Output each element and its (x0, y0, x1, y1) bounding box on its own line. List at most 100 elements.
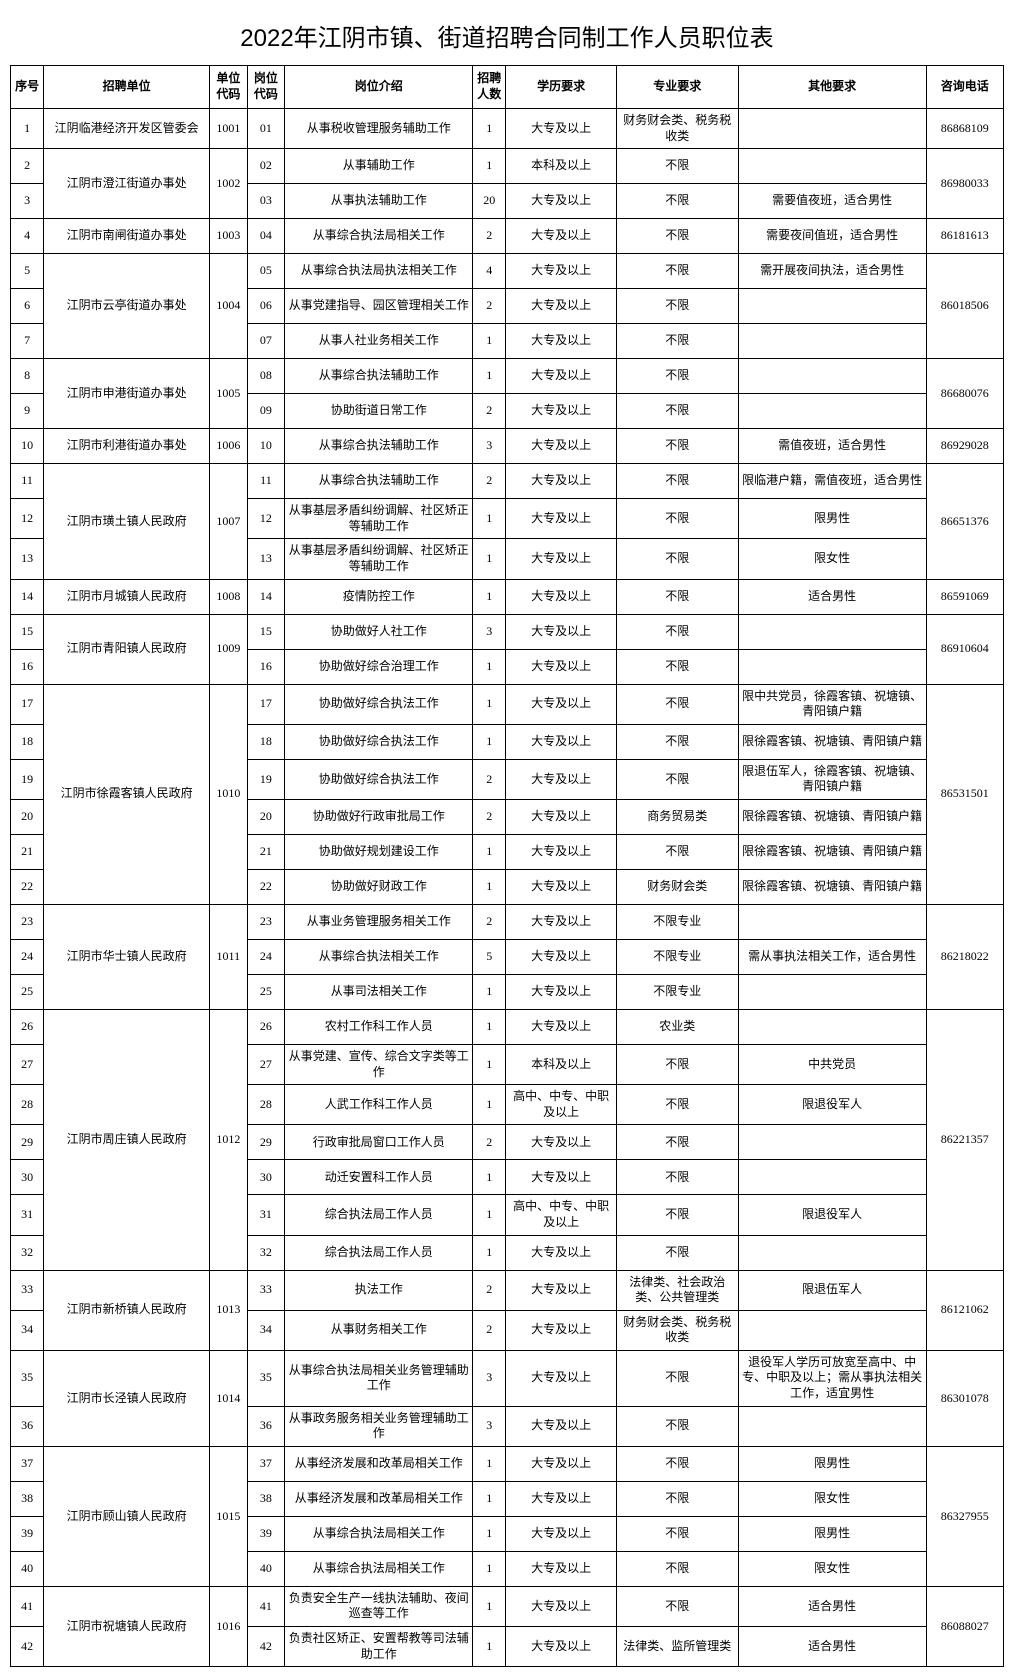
cell-ucode: 1011 (210, 904, 248, 1009)
cell-edu: 大专及以上 (506, 1627, 617, 1667)
cell-edu: 大专及以上 (506, 579, 617, 614)
cell-other (738, 1235, 926, 1270)
th-pcode: 岗位代码 (247, 66, 285, 109)
cell-unit: 江阴市申港街道办事处 (44, 359, 210, 429)
cell-edu: 大专及以上 (506, 939, 617, 974)
cell-num: 2 (473, 219, 506, 254)
cell-edu: 大专及以上 (506, 1446, 617, 1481)
table-row: 1江阴临港经济开发区管委会100101从事税收管理服务辅助工作1大专及以上财务财… (11, 109, 1004, 149)
cell-edu: 本科及以上 (506, 1044, 617, 1084)
cell-pcode: 19 (247, 759, 285, 799)
cell-tel: 86327955 (926, 1446, 1003, 1586)
cell-ucode: 1012 (210, 1009, 248, 1270)
cell-desc: 动迁安置科工作人员 (285, 1160, 473, 1195)
cell-unit: 江阴市华士镇人民政府 (44, 904, 210, 1009)
cell-pcode: 12 (247, 499, 285, 539)
cell-seq: 1 (11, 109, 44, 149)
cell-num: 2 (473, 1125, 506, 1160)
table-row: 17江阴市徐霞客镇人民政府101017协助做好综合执法工作1大专及以上不限限中共… (11, 684, 1004, 724)
cell-edu: 大专及以上 (506, 394, 617, 429)
cell-num: 2 (473, 904, 506, 939)
cell-edu: 大专及以上 (506, 1406, 617, 1446)
cell-major: 不限 (616, 184, 738, 219)
cell-pcode: 08 (247, 359, 285, 394)
cell-seq: 28 (11, 1085, 44, 1125)
cell-desc: 从事综合执法局相关工作 (285, 1551, 473, 1586)
cell-desc: 执法工作 (285, 1270, 473, 1310)
cell-pcode: 21 (247, 834, 285, 869)
cell-tel: 86181613 (926, 219, 1003, 254)
cell-ucode: 1006 (210, 429, 248, 464)
cell-major: 不限 (616, 1406, 738, 1446)
cell-edu: 大专及以上 (506, 539, 617, 579)
cell-unit: 江阴市南闸街道办事处 (44, 219, 210, 254)
cell-desc: 从事综合执法局相关业务管理辅助工作 (285, 1350, 473, 1406)
cell-pcode: 10 (247, 429, 285, 464)
cell-other (738, 1125, 926, 1160)
cell-seq: 36 (11, 1406, 44, 1446)
cell-seq: 3 (11, 184, 44, 219)
cell-ucode: 1008 (210, 579, 248, 614)
cell-unit: 江阴市璜土镇人民政府 (44, 464, 210, 579)
cell-seq: 35 (11, 1350, 44, 1406)
cell-other: 需开展夜间执法，适合男性 (738, 254, 926, 289)
cell-other: 需从事执法相关工作，适合男性 (738, 939, 926, 974)
cell-pcode: 22 (247, 869, 285, 904)
cell-tel: 86591069 (926, 579, 1003, 614)
cell-unit: 江阴市顾山镇人民政府 (44, 1446, 210, 1586)
cell-num: 1 (473, 649, 506, 684)
cell-major: 不限 (616, 579, 738, 614)
cell-edu: 大专及以上 (506, 614, 617, 649)
cell-unit: 江阴市长泾镇人民政府 (44, 1350, 210, 1446)
cell-pcode: 36 (247, 1406, 285, 1446)
cell-other: 限退役军人 (738, 1195, 926, 1235)
cell-pcode: 17 (247, 684, 285, 724)
table-row: 14江阴市月城镇人民政府100814疫情防控工作1大专及以上不限适合男性8659… (11, 579, 1004, 614)
cell-pcode: 29 (247, 1125, 285, 1160)
cell-major: 财务财会类、税务税收类 (616, 1310, 738, 1350)
cell-desc: 从事辅助工作 (285, 149, 473, 184)
cell-pcode: 40 (247, 1551, 285, 1586)
cell-major: 不限 (616, 394, 738, 429)
cell-desc: 负责社区矫正、安置帮教等司法辅助工作 (285, 1627, 473, 1667)
cell-other: 适合男性 (738, 1586, 926, 1626)
cell-unit: 江阴市澄江街道办事处 (44, 149, 210, 219)
cell-edu: 大专及以上 (506, 1270, 617, 1310)
cell-tel: 86910604 (926, 614, 1003, 684)
th-other: 其他要求 (738, 66, 926, 109)
cell-desc: 从事党建指导、园区管理相关工作 (285, 289, 473, 324)
cell-other (738, 324, 926, 359)
cell-pcode: 33 (247, 1270, 285, 1310)
cell-other: 限徐霞客镇、祝塘镇、青阳镇户籍 (738, 869, 926, 904)
cell-num: 3 (473, 614, 506, 649)
cell-ucode: 1014 (210, 1350, 248, 1446)
cell-major: 不限 (616, 464, 738, 499)
cell-pcode: 03 (247, 184, 285, 219)
cell-pcode: 14 (247, 579, 285, 614)
cell-unit: 江阴市徐霞客镇人民政府 (44, 684, 210, 904)
cell-num: 1 (473, 1481, 506, 1516)
cell-num: 20 (473, 184, 506, 219)
cell-other: 限徐霞客镇、祝塘镇、青阳镇户籍 (738, 724, 926, 759)
cell-seq: 18 (11, 724, 44, 759)
cell-edu: 大专及以上 (506, 1310, 617, 1350)
cell-edu: 大专及以上 (506, 1235, 617, 1270)
cell-seq: 19 (11, 759, 44, 799)
cell-edu: 大专及以上 (506, 359, 617, 394)
cell-other: 需值夜班，适合男性 (738, 429, 926, 464)
cell-edu: 大专及以上 (506, 499, 617, 539)
th-unit: 招聘单位 (44, 66, 210, 109)
cell-num: 1 (473, 724, 506, 759)
cell-major: 不限 (616, 1551, 738, 1586)
cell-major: 商务贸易类 (616, 799, 738, 834)
cell-num: 1 (473, 1586, 506, 1626)
cell-pcode: 02 (247, 149, 285, 184)
cell-major: 不限 (616, 1044, 738, 1084)
cell-major: 不限 (616, 1085, 738, 1125)
cell-other: 限退伍军人 (738, 1270, 926, 1310)
cell-seq: 6 (11, 289, 44, 324)
cell-seq: 11 (11, 464, 44, 499)
cell-desc: 从事人社业务相关工作 (285, 324, 473, 359)
cell-edu: 大专及以上 (506, 219, 617, 254)
table-row: 10江阴市利港街道办事处100610从事综合执法辅助工作3大专及以上不限需值夜班… (11, 429, 1004, 464)
